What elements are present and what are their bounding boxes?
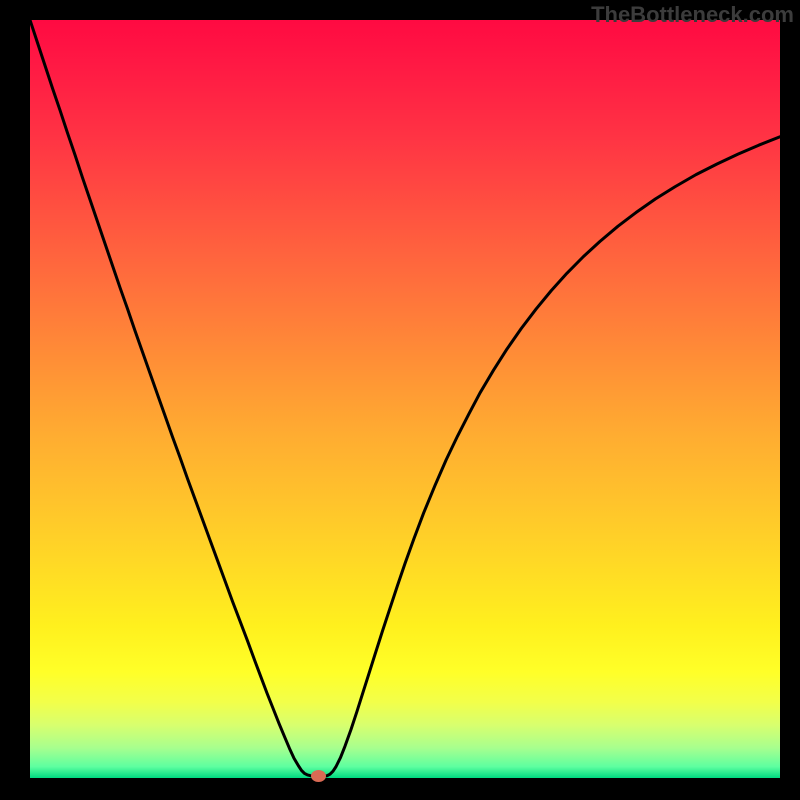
plot-area	[30, 20, 780, 778]
chart-stage: TheBottleneck.com	[0, 0, 800, 800]
optimal-point-marker	[311, 770, 326, 782]
watermark-text: TheBottleneck.com	[591, 2, 794, 28]
bottleneck-curve	[30, 20, 780, 778]
